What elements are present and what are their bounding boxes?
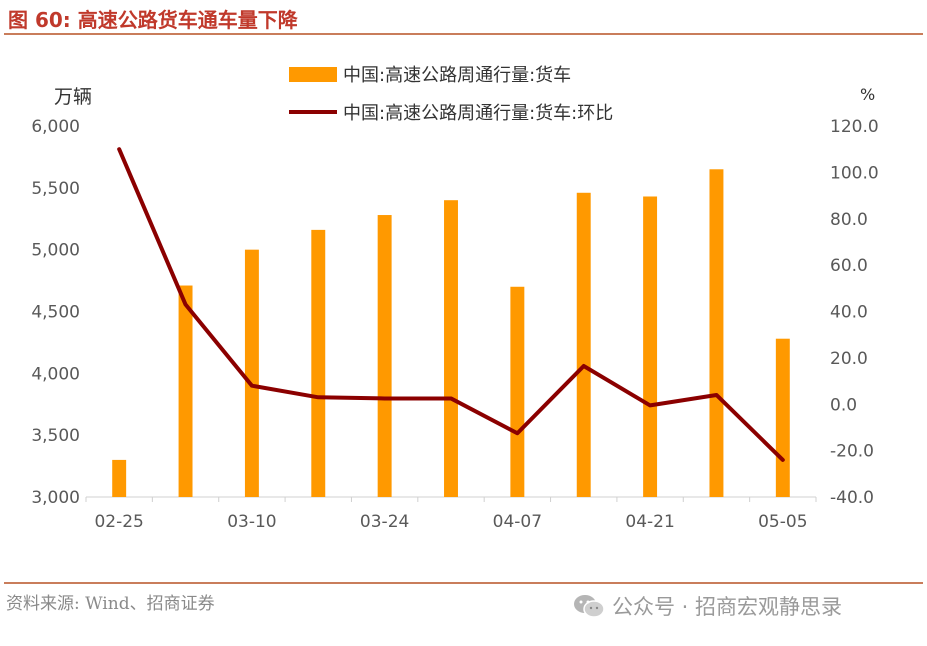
x-tick-label: 03-24 <box>360 512 409 532</box>
right-axis: -40.0 -20.0 0.0 20.0 40.0 60.0 80.0 100.0 120.0 <box>830 117 879 508</box>
footer-divider <box>4 582 923 584</box>
left-tick-label: 5,500 <box>31 179 80 199</box>
left-axis: 3,000 3,500 4,000 4,500 5,000 5,500 6,000 <box>31 117 80 508</box>
bar <box>709 169 724 498</box>
left-tick-label: 4,000 <box>31 364 80 384</box>
bar <box>444 200 458 497</box>
legend-line-label: 中国:高速公路周通行量:货车:环比 <box>343 103 613 124</box>
left-tick-label: 6,000 <box>31 117 80 137</box>
right-tick-label: 40.0 <box>830 303 868 323</box>
legend-bar-swatch <box>289 67 337 82</box>
left-tick-label: 4,500 <box>31 303 80 323</box>
bar <box>775 338 790 497</box>
x-tick-label: 03-10 <box>227 512 276 532</box>
right-tick-label: -20.0 <box>830 442 874 462</box>
legend-bar-label: 中国:高速公路周通行量:货车 <box>343 65 571 86</box>
x-tick-label: 04-07 <box>493 512 542 532</box>
right-tick-label: 0.0 <box>830 395 857 415</box>
x-axis: 02-25 03-10 03-24 04-07 04-21 05-05 <box>85 496 817 532</box>
right-tick-label: 100.0 <box>830 163 879 183</box>
watermark: 公众号 · 招商宏观静思录 <box>572 591 842 621</box>
bar <box>311 229 326 497</box>
figure-title: 图 60: 高速公路货车通车量下降 <box>8 8 298 32</box>
right-axis-unit: % <box>860 85 875 104</box>
right-tick-label: 20.0 <box>830 349 868 369</box>
line-series <box>117 147 785 462</box>
bar-series <box>112 169 790 498</box>
chart: 3,000 3,500 4,000 4,500 5,000 5,500 6,000 -40.… <box>31 65 879 532</box>
right-tick-label: 60.0 <box>830 256 868 276</box>
bar <box>510 286 525 497</box>
x-tick-label: 04-21 <box>625 512 674 532</box>
left-tick-label: 3,500 <box>31 426 80 446</box>
bar <box>576 192 591 497</box>
watermark-text: 公众号 · 招商宏观静思录 <box>612 595 843 619</box>
bar <box>643 196 658 498</box>
left-tick-label: 5,000 <box>31 241 80 261</box>
source-note: 资料来源: Wind、招商证券 <box>6 594 215 614</box>
title-divider <box>4 33 923 35</box>
right-tick-label: 120.0 <box>830 117 879 137</box>
bar <box>377 215 392 498</box>
left-axis-unit: 万辆 <box>54 86 92 108</box>
bar <box>244 249 259 497</box>
bar <box>178 285 193 497</box>
x-tick-label: 02-25 <box>94 512 143 532</box>
x-tick-label: 05-05 <box>758 512 807 532</box>
right-tick-label: 80.0 <box>830 210 868 230</box>
wechat-icon <box>574 595 605 618</box>
left-tick-label: 3,000 <box>31 488 80 508</box>
bar <box>112 459 127 497</box>
right-tick-label: -40.0 <box>830 488 874 508</box>
